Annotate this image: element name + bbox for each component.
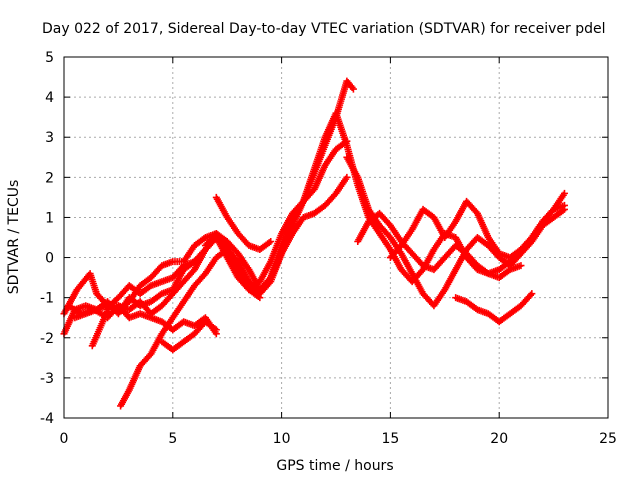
data-point (349, 85, 357, 93)
series-arc-7 (158, 318, 220, 354)
data-point (528, 290, 536, 298)
data-point (560, 189, 568, 197)
series-arc-6 (117, 173, 351, 410)
y-tick-label: 1 (45, 210, 54, 226)
data-point (212, 326, 220, 334)
y-axis-label: SDTVAR / TECUs (6, 180, 22, 295)
series-arc-13 (452, 290, 536, 326)
data-point (526, 291, 534, 299)
y-tick-label: -4 (40, 411, 54, 427)
data-point (265, 275, 273, 283)
data-point (343, 173, 351, 181)
plot-frame (63, 56, 609, 419)
y-tick-label: 4 (45, 90, 54, 106)
x-tick-label: 25 (599, 431, 617, 447)
series-arc-8 (212, 193, 275, 254)
x-tick-label: 15 (381, 431, 399, 447)
series-arc-3 (64, 77, 357, 322)
data-point (517, 262, 525, 270)
y-tick-label: 3 (45, 130, 54, 146)
x-tick-label: 5 (168, 431, 177, 447)
axis-ticks: 0 5 10 15 20 25 -4 -3 -2 -1 0 1 2 3 4 5 (40, 50, 617, 447)
y-tick-label: 2 (45, 170, 54, 186)
data-point (560, 201, 568, 209)
chart-title: Day 022 of 2017, Sidereal Day-to-day VTE… (42, 21, 606, 37)
y-tick-label: 0 (45, 251, 54, 267)
data-marks (60, 77, 568, 410)
y-tick-label: -3 (40, 371, 54, 387)
x-axis-label: GPS time / hours (276, 458, 393, 474)
y-tick-label: -2 (40, 331, 54, 347)
x-tick-label: 10 (273, 431, 291, 447)
data-point (267, 238, 275, 246)
y-tick-label: 5 (45, 50, 54, 66)
x-tick-label: 20 (490, 431, 508, 447)
x-tick-label: 0 (60, 431, 69, 447)
series-arc-12 (386, 197, 568, 262)
y-tick-label: -1 (40, 291, 54, 307)
